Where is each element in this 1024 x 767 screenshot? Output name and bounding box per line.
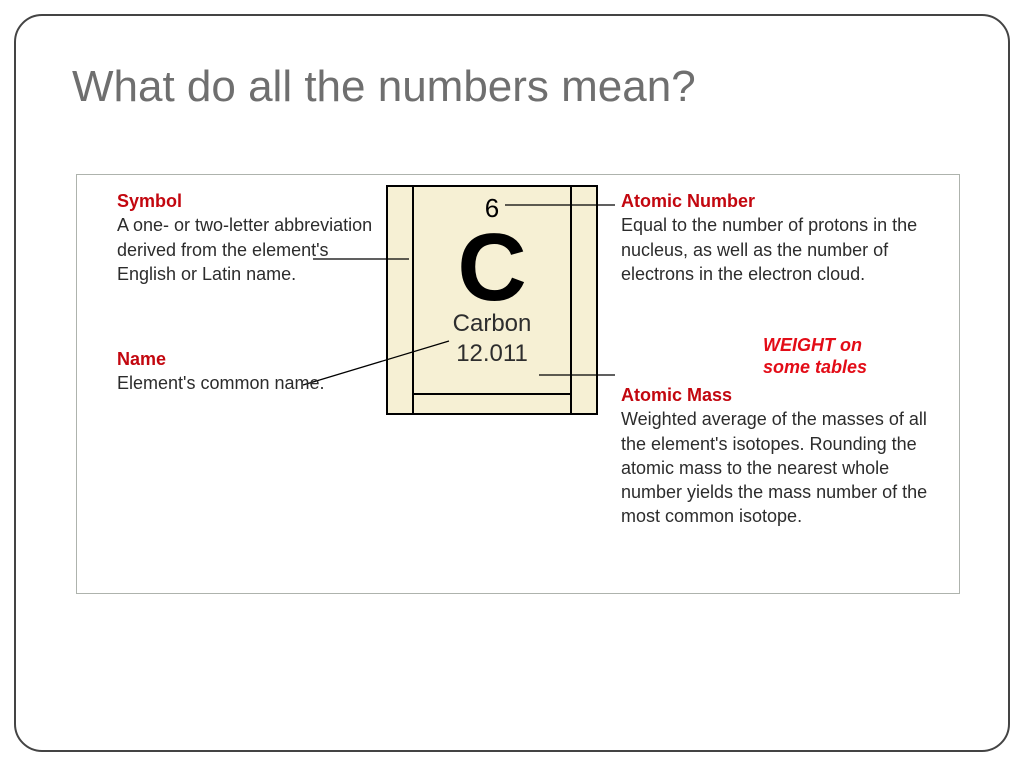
diagram-panel: 6 C Carbon 12.011 Symbol A one- or two-l…: [76, 174, 960, 594]
tile-atomic-mass: 12.011: [414, 340, 570, 368]
annotation-symbol-body: A one- or two-letter abbreviation derive…: [117, 213, 377, 286]
annotation-name: Name Element's common name.: [117, 347, 377, 396]
page-title: What do all the numbers mean?: [72, 62, 696, 112]
annotation-symbol-title: Symbol: [117, 189, 377, 213]
tile-element-name: Carbon: [414, 310, 570, 338]
annotation-atomic-mass: Atomic Mass Weighted average of the mass…: [621, 383, 941, 529]
annotation-atomic-mass-body: Weighted average of the masses of all th…: [621, 407, 941, 528]
annotation-atomic-number: Atomic Number Equal to the number of pro…: [621, 189, 941, 286]
annotation-atomic-number-title: Atomic Number: [621, 189, 941, 213]
grid-fragment-right: [570, 185, 598, 395]
weight-note: WEIGHT on some tables: [763, 335, 903, 378]
tile-symbol: C: [414, 222, 570, 314]
annotation-atomic-number-body: Equal to the number of protons in the nu…: [621, 213, 941, 286]
grid-fragment-bottom-right: [570, 393, 598, 415]
annotation-name-body: Element's common name.: [117, 371, 377, 395]
annotation-symbol: Symbol A one- or two-letter abbreviation…: [117, 189, 377, 286]
element-tile: 6 C Carbon 12.011: [412, 185, 572, 395]
grid-fragment-bottom-left: [386, 393, 414, 415]
annotation-atomic-mass-title: Atomic Mass: [621, 383, 941, 407]
annotation-name-title: Name: [117, 347, 377, 371]
grid-fragment-left: [386, 185, 414, 395]
grid-fragment-bottom: [412, 393, 572, 415]
